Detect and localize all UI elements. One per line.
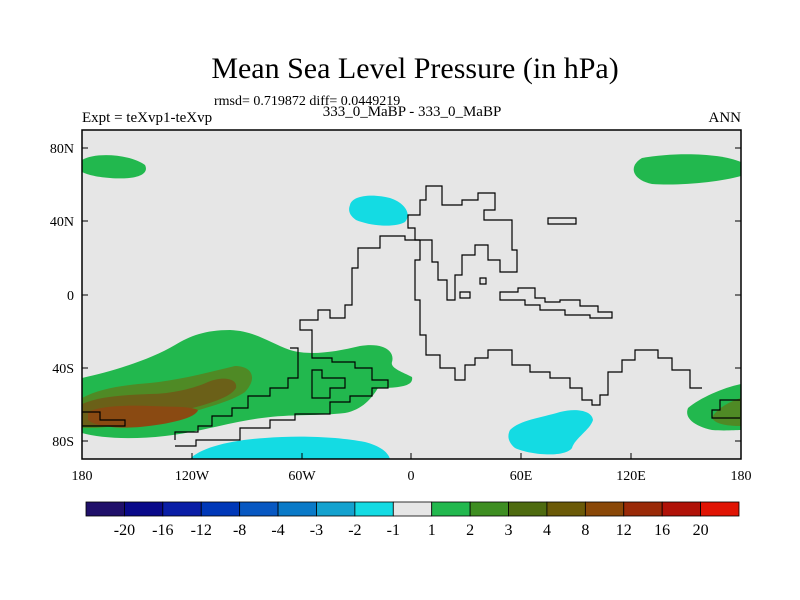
- lon-label-120e: 120E: [616, 469, 646, 484]
- lon-label-120w: 120W: [175, 469, 210, 484]
- colorbar-swatch: [508, 501, 548, 517]
- colorbar-swatch: [623, 501, 663, 517]
- season-label: ANN: [708, 110, 742, 126]
- colorbar-swatch: [124, 501, 164, 517]
- lat-label-0: 0: [67, 289, 74, 304]
- colorbar-label: 16: [654, 522, 670, 539]
- colorbar-swatch: [469, 501, 509, 517]
- colorbar-label: 4: [543, 522, 551, 539]
- colorbar-label: -8: [233, 522, 246, 539]
- lat-label-80n: 80N: [50, 142, 74, 157]
- anomaly-region-north-east: [633, 154, 741, 185]
- colorbar-label: -3: [310, 522, 323, 539]
- colorbar-label: 20: [693, 522, 709, 539]
- anomaly-region-north-west: [82, 155, 146, 179]
- lon-label-180w: 180: [72, 469, 93, 484]
- anomaly-region-north-atlantic: [349, 195, 408, 226]
- axis-ticks: [82, 147, 741, 459]
- colorbar-label: -16: [152, 522, 173, 539]
- colorbar-label: 8: [581, 522, 589, 539]
- colorbar-swatch: [584, 501, 625, 517]
- colorbar-swatch: [700, 501, 740, 517]
- colorbar-label: 1: [428, 522, 436, 539]
- coastlines: [82, 185, 740, 447]
- lat-label-40s: 40S: [52, 362, 74, 377]
- colorbar-label: 3: [505, 522, 513, 539]
- colorbar-label: -2: [348, 522, 361, 539]
- anomaly-region-antarctic-west: [190, 436, 390, 459]
- colorbar-swatch: [162, 501, 202, 517]
- colorbar-swatch: [316, 501, 356, 517]
- colorbar: -20 -16 -12 -8 -4 -3 -2 -1 1 2 3 4 8 12 16 20: [85, 501, 740, 539]
- map-subtitle: 333_0_MaBP - 333_0_MaBP: [322, 104, 502, 120]
- stats-label: rmsd= 0.719872 diff= 0.0449219: [214, 94, 401, 109]
- anomaly-core-level-4: [88, 405, 198, 428]
- colorbar-swatch: [354, 501, 394, 517]
- lon-label-0: 0: [408, 469, 415, 484]
- lon-label-60w: 60W: [288, 469, 316, 484]
- colorbar-label: -1: [387, 522, 400, 539]
- colorbar-swatch: [546, 501, 586, 517]
- experiment-label: Expt = teXvp1-teXvp: [82, 110, 213, 126]
- colorbar-swatch: [661, 501, 701, 517]
- map-title: Mean Sea Level Pressure (in hPa): [211, 52, 619, 85]
- colorbar-swatch: [431, 501, 471, 517]
- colorbar-label: 2: [466, 522, 474, 539]
- lat-label-80s: 80S: [52, 435, 74, 450]
- colorbar-label: -12: [191, 522, 212, 539]
- lon-label-60e: 60E: [510, 469, 533, 484]
- colorbar-label: 12: [616, 522, 632, 539]
- colorbar-swatch: [392, 501, 433, 517]
- anomaly-core-level-2-east: [712, 398, 741, 426]
- lon-label-180e: 180: [731, 469, 752, 484]
- colorbar-swatch: [239, 501, 279, 517]
- colorbar-swatch: [277, 501, 317, 517]
- colorbar-swatch: [200, 501, 241, 517]
- colorbar-label: -20: [114, 522, 135, 539]
- anomaly-region-antarctic-east: [508, 410, 593, 455]
- colorbar-swatch: [85, 501, 125, 517]
- lat-label-40n: 40N: [50, 215, 74, 230]
- colorbar-label: -4: [271, 522, 284, 539]
